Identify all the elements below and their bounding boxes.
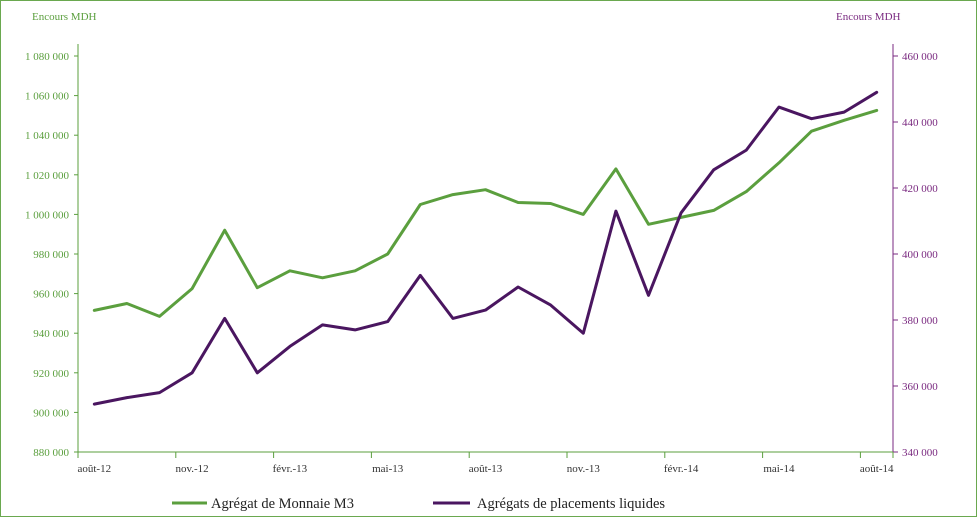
right-axis-title: Encours MDH [836, 11, 901, 23]
left-tick-label: 920 000 [33, 368, 69, 380]
x-tick-label: févr.-13 [273, 463, 308, 475]
left-tick-label: 960 000 [33, 289, 69, 301]
x-tick-label: août-13 [469, 463, 503, 475]
x-tick-label: févr.-14 [664, 463, 699, 475]
left-tick-label: 980 000 [33, 249, 69, 261]
right-tick-label: 440 000 [902, 117, 938, 129]
series-line-placements [92, 90, 879, 406]
right-tick-label: 380 000 [902, 315, 938, 327]
left-tick-label: 1 040 000 [25, 130, 70, 142]
right-tick-label: 460 000 [902, 51, 938, 63]
left-tick-label: 1 020 000 [25, 170, 70, 182]
axes: 880 000 900 000 920 000 940 000 960 000 980 0… [25, 44, 938, 475]
left-tick-label: 1 000 000 [25, 209, 70, 221]
left-tick-label: 880 000 [33, 447, 69, 459]
x-tick-label: août-12 [77, 463, 111, 475]
right-tick-label: 360 000 [902, 381, 938, 393]
x-tick-label: nov.-13 [567, 463, 601, 475]
left-tick-label: 1 080 000 [25, 51, 70, 63]
series-lines [92, 90, 879, 406]
right-tick-label: 420 000 [902, 183, 938, 195]
right-tick-label: 340 000 [902, 447, 938, 459]
right-tick-label: 400 000 [902, 249, 938, 261]
legend-label-m3: Agrégat de Monnaie M3 [211, 496, 354, 512]
left-tick-label: 900 000 [33, 407, 69, 419]
left-axis-title: Encours MDH [32, 11, 97, 23]
left-tick-label: 1 060 000 [25, 91, 70, 103]
series-line-m3 [92, 108, 879, 318]
x-tick-label: mai-14 [763, 463, 795, 475]
x-tick-label: août-14 [860, 463, 894, 475]
legend-label-placements: Agrégats de placements liquides [477, 496, 665, 512]
x-tick-label: nov.-12 [175, 463, 208, 475]
x-tick-label: mai-13 [372, 463, 404, 475]
legend: Agrégat de Monnaie M3 Agrégats de placem… [172, 496, 665, 512]
left-tick-label: 940 000 [33, 328, 69, 340]
